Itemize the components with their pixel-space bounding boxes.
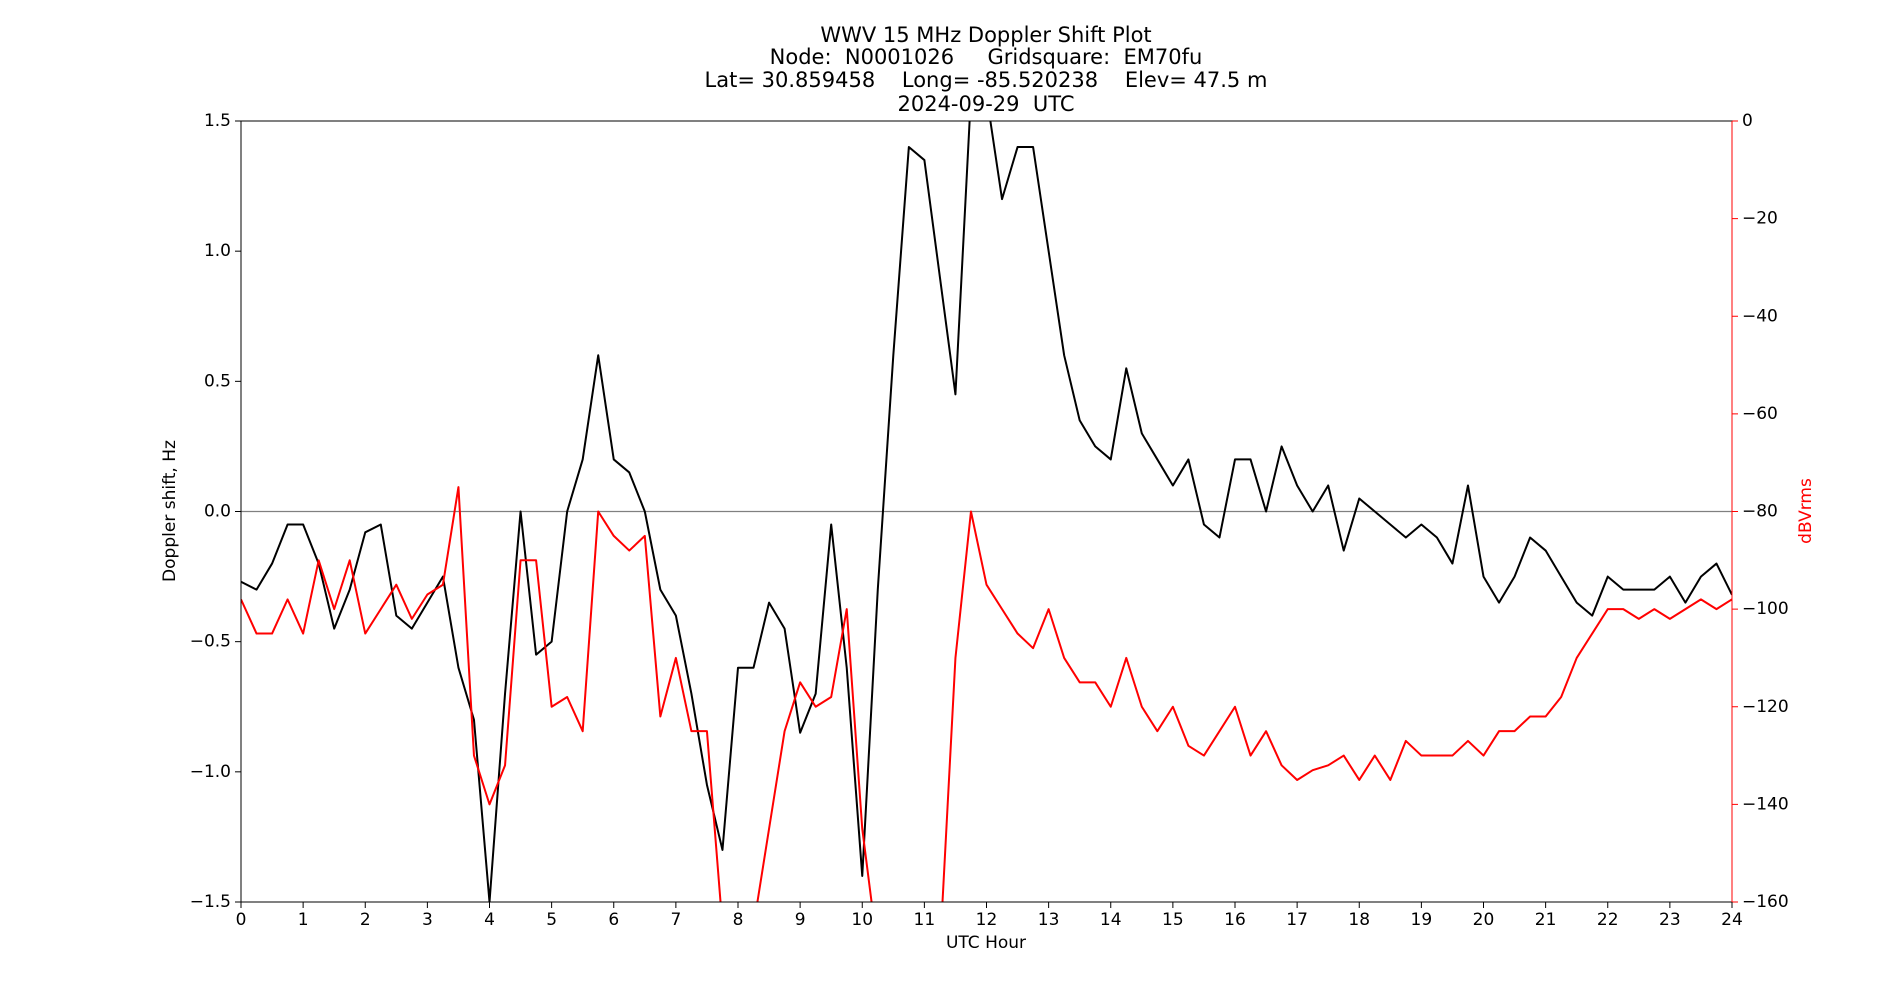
chart-title: WWV 15 MHz Doppler Shift Plot xyxy=(820,23,1151,47)
x-tick-label: 21 xyxy=(1535,910,1557,930)
x-tick-label: 14 xyxy=(1100,910,1122,930)
y-tick-label: 1.5 xyxy=(204,111,231,131)
y-tick-label: 0.0 xyxy=(204,502,231,522)
x-tick-label: 13 xyxy=(1038,910,1060,930)
x-tick-label: 8 xyxy=(733,910,744,930)
x-tick-label: 9 xyxy=(795,910,806,930)
y-tick-label: −1.5 xyxy=(190,892,231,912)
x-tick-label: 22 xyxy=(1597,910,1619,930)
x-tick-label: 0 xyxy=(236,910,247,930)
plot-area xyxy=(241,121,1732,902)
y-tick-label: 0.5 xyxy=(204,371,231,391)
y-tick-label: −1.0 xyxy=(190,762,231,782)
x-tick-label: 4 xyxy=(484,910,495,930)
x-axis-label: UTC Hour xyxy=(946,933,1026,953)
y2-tick-label: −160 xyxy=(1742,892,1789,912)
y2-tick-label: −20 xyxy=(1742,209,1778,229)
x-tick-label: 20 xyxy=(1473,910,1495,930)
x-tick-label: 24 xyxy=(1721,910,1743,930)
x-tick-label: 3 xyxy=(422,910,433,930)
x-tick-label: 7 xyxy=(670,910,681,930)
y2-tick-label: 0 xyxy=(1742,111,1753,131)
data-line xyxy=(241,486,1732,902)
x-tick-label: 16 xyxy=(1224,910,1246,930)
y2-tick-label: −40 xyxy=(1742,306,1778,326)
y2-tick-label: −80 xyxy=(1742,502,1778,522)
data-line xyxy=(241,121,1732,902)
y2-tick-label: −120 xyxy=(1742,697,1789,717)
y-axis-label: Doppler shift, Hz xyxy=(160,440,180,582)
x-tick-label: 19 xyxy=(1411,910,1433,930)
y-tick-label: −0.5 xyxy=(190,632,231,652)
y2-tick-label: −140 xyxy=(1742,794,1789,814)
x-tick-label: 17 xyxy=(1286,910,1308,930)
chart-subtitle: Node: N0001026 Gridsquare: EM70fu xyxy=(770,45,1203,69)
y2-tick-label: −60 xyxy=(1742,404,1778,424)
y2-tick-label: −100 xyxy=(1742,599,1789,619)
x-tick-label: 2 xyxy=(360,910,371,930)
x-tick-label: 18 xyxy=(1348,910,1370,930)
x-tick-label: 11 xyxy=(914,910,936,930)
y2-axis-label: dBVrms xyxy=(1796,478,1816,544)
chart-subtitle: 2024-09-29 UTC xyxy=(897,92,1074,116)
y-tick-label: 1.0 xyxy=(204,241,231,261)
x-tick-label: 1 xyxy=(298,910,309,930)
chart-subtitle: Lat= 30.859458 Long= -85.520238 Elev= 47… xyxy=(705,68,1268,92)
x-tick-label: 23 xyxy=(1659,910,1681,930)
x-tick-label: 10 xyxy=(851,910,873,930)
x-tick-label: 12 xyxy=(976,910,998,930)
x-tick-label: 15 xyxy=(1162,910,1184,930)
x-tick-label: 5 xyxy=(546,910,557,930)
x-tick-label: 6 xyxy=(608,910,619,930)
